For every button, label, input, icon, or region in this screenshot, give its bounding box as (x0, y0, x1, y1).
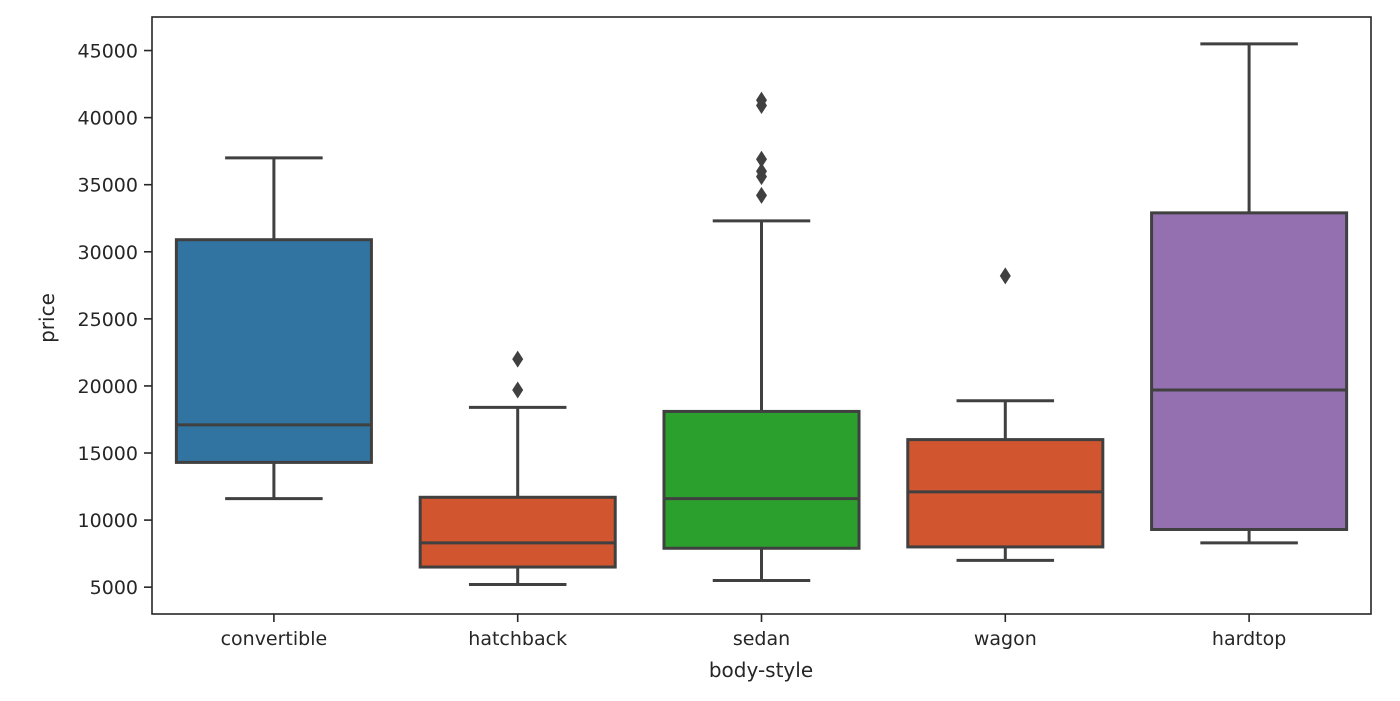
y-axis-label: price (35, 293, 59, 343)
y-axis: 5000 10000 15000 20000 25000 30000 35000 40000 4… (78, 41, 152, 599)
box-sedan (662, 91, 861, 582)
y-tick-label: 25000 (78, 309, 138, 331)
y-tick-label: 5000 (90, 577, 138, 599)
outlier-point (756, 186, 767, 204)
iqr-box (418, 495, 617, 569)
x-tick-label: hardtop (1212, 628, 1286, 650)
x-tick-label: wagon (974, 628, 1037, 650)
iqr-box (1150, 211, 1349, 531)
y-tick-label: 40000 (78, 108, 138, 130)
y-tick-label: 30000 (78, 242, 138, 264)
box-hatchback (418, 350, 617, 586)
iqr-box (662, 409, 861, 550)
box-hardtop (1150, 42, 1349, 545)
outlier-point (756, 91, 767, 109)
boxes-layer (174, 42, 1349, 586)
x-tick-label: convertible (221, 628, 328, 650)
iqr-box (174, 238, 373, 464)
x-axis: convertible hatchback sedan wagon hardtop (221, 614, 1286, 650)
box-wagon (906, 267, 1105, 562)
y-tick-label: 45000 (78, 41, 138, 63)
x-axis-label: body-style (709, 658, 813, 682)
y-tick-label: 20000 (78, 376, 138, 398)
y-tick-label: 10000 (78, 510, 138, 532)
x-tick-label: sedan (733, 628, 790, 650)
y-tick-label: 35000 (78, 175, 138, 197)
outlier-point (999, 267, 1011, 285)
y-tick-label: 15000 (78, 443, 138, 465)
x-tick-label: hatchback (468, 628, 567, 650)
outlier-point (756, 150, 767, 168)
outlier-point (512, 381, 524, 399)
box-convertible (174, 156, 373, 501)
outlier-point (512, 350, 524, 368)
outlier-point (756, 162, 767, 180)
